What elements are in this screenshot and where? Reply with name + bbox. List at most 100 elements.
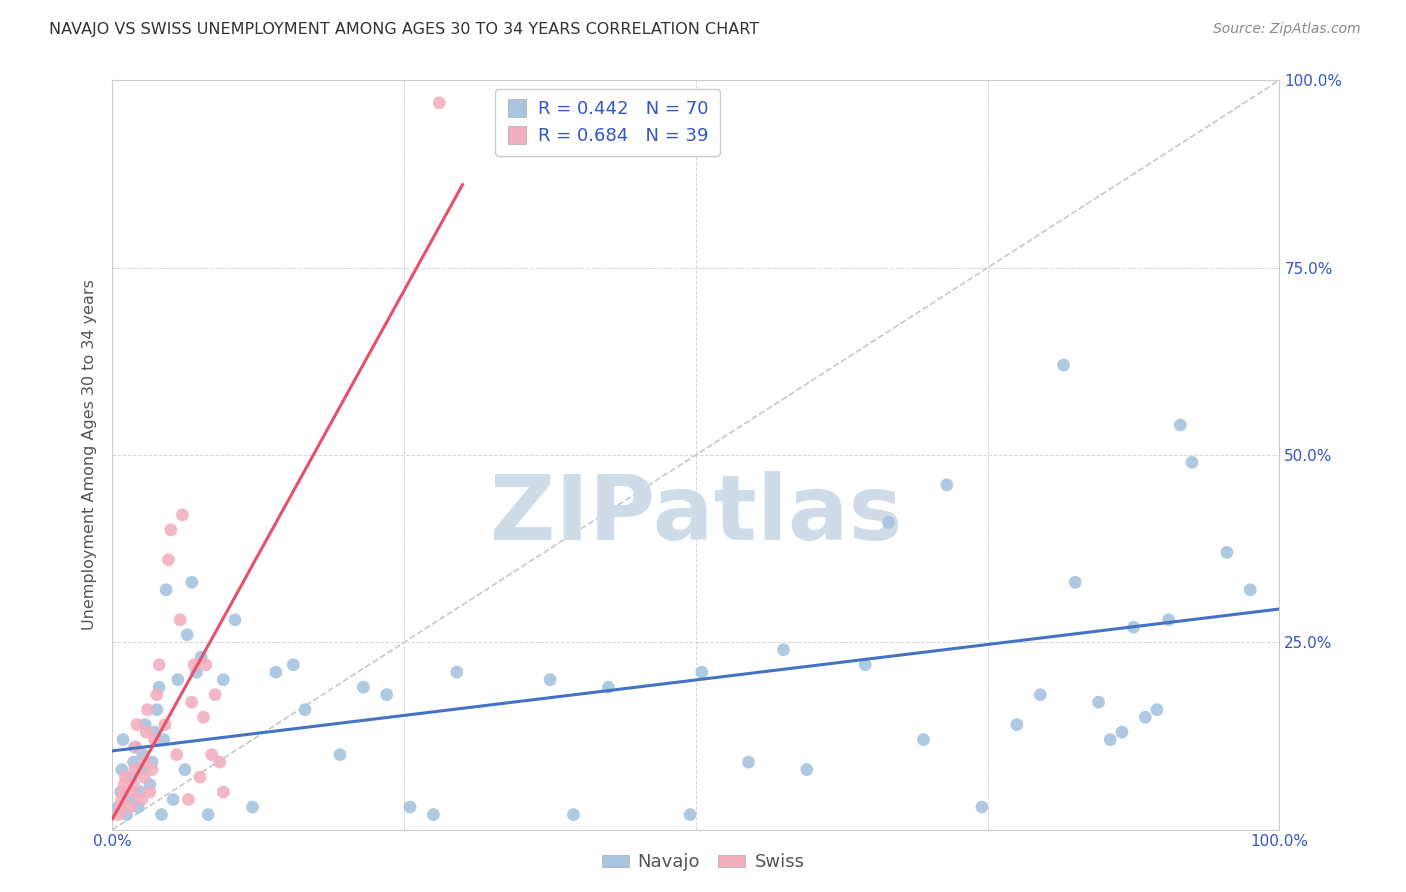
Point bbox=[153, 717, 176, 731]
Point bbox=[120, 770, 142, 784]
Point bbox=[201, 747, 224, 762]
Legend: R = 0.442   N = 70, R = 0.684   N = 39: R = 0.442 N = 70, R = 0.684 N = 39 bbox=[495, 89, 720, 156]
Point bbox=[1135, 710, 1157, 724]
Point bbox=[690, 665, 713, 680]
Point bbox=[124, 740, 146, 755]
Point bbox=[1157, 613, 1180, 627]
Point bbox=[1168, 417, 1191, 432]
Point bbox=[107, 807, 129, 822]
Point bbox=[135, 725, 157, 739]
Point bbox=[121, 785, 143, 799]
Point bbox=[115, 807, 138, 822]
Point bbox=[1099, 732, 1122, 747]
Point bbox=[197, 807, 219, 822]
Point bbox=[375, 688, 398, 702]
Point bbox=[186, 665, 208, 680]
Text: Source: ZipAtlas.com: Source: ZipAtlas.com bbox=[1213, 22, 1361, 37]
Point bbox=[427, 95, 450, 110]
Point bbox=[264, 665, 287, 680]
Point bbox=[935, 478, 957, 492]
Point bbox=[1122, 620, 1144, 634]
Point bbox=[183, 657, 205, 672]
Point bbox=[111, 763, 134, 777]
Point bbox=[132, 770, 155, 784]
Point bbox=[212, 785, 235, 799]
Point bbox=[112, 778, 135, 792]
Legend: Navajo, Swiss: Navajo, Swiss bbox=[595, 847, 811, 879]
Point bbox=[162, 792, 184, 806]
Point bbox=[772, 642, 794, 657]
Point bbox=[141, 763, 163, 777]
Point bbox=[208, 755, 231, 769]
Point bbox=[877, 516, 900, 530]
Point bbox=[141, 755, 163, 769]
Point bbox=[598, 680, 620, 694]
Point bbox=[125, 717, 148, 731]
Point bbox=[180, 575, 202, 590]
Point bbox=[111, 732, 134, 747]
Point bbox=[1087, 695, 1109, 709]
Point bbox=[134, 717, 156, 731]
Point bbox=[538, 673, 561, 687]
Point bbox=[134, 755, 156, 769]
Point bbox=[146, 703, 169, 717]
Point bbox=[131, 792, 153, 806]
Point bbox=[193, 710, 215, 724]
Point bbox=[242, 800, 264, 814]
Point bbox=[1064, 575, 1087, 590]
Point bbox=[169, 613, 191, 627]
Point bbox=[111, 792, 134, 806]
Y-axis label: Unemployment Among Ages 30 to 34 years: Unemployment Among Ages 30 to 34 years bbox=[82, 279, 97, 631]
Point bbox=[150, 807, 173, 822]
Point bbox=[129, 785, 152, 799]
Point bbox=[204, 688, 226, 702]
Point bbox=[148, 680, 170, 694]
Point bbox=[124, 763, 146, 777]
Point bbox=[796, 763, 818, 777]
Point bbox=[177, 792, 200, 806]
Point bbox=[118, 800, 141, 814]
Point bbox=[224, 613, 246, 627]
Point bbox=[122, 778, 145, 792]
Point bbox=[970, 800, 993, 814]
Point bbox=[172, 508, 194, 522]
Point bbox=[1111, 725, 1133, 739]
Point bbox=[562, 807, 585, 822]
Point bbox=[853, 657, 876, 672]
Point bbox=[136, 703, 159, 717]
Point bbox=[139, 778, 162, 792]
Point bbox=[190, 650, 212, 665]
Point bbox=[131, 763, 153, 777]
Point bbox=[110, 800, 132, 814]
Point bbox=[176, 628, 198, 642]
Text: ZIPatlas: ZIPatlas bbox=[489, 471, 903, 559]
Point bbox=[143, 725, 166, 739]
Point bbox=[188, 770, 211, 784]
Point bbox=[737, 755, 759, 769]
Point bbox=[148, 657, 170, 672]
Point bbox=[146, 688, 169, 702]
Point bbox=[329, 747, 352, 762]
Point bbox=[1216, 545, 1239, 559]
Point bbox=[107, 800, 129, 814]
Point bbox=[155, 582, 177, 597]
Point bbox=[1239, 582, 1261, 597]
Point bbox=[118, 792, 141, 806]
Point bbox=[912, 732, 935, 747]
Point bbox=[1052, 358, 1074, 372]
Point bbox=[352, 680, 374, 694]
Point bbox=[180, 695, 202, 709]
Point bbox=[294, 703, 316, 717]
Point bbox=[399, 800, 422, 814]
Point bbox=[157, 553, 180, 567]
Point bbox=[110, 785, 132, 799]
Point bbox=[111, 785, 134, 799]
Point bbox=[153, 732, 176, 747]
Point bbox=[1181, 455, 1204, 469]
Point bbox=[166, 673, 188, 687]
Point bbox=[212, 673, 235, 687]
Point bbox=[1029, 688, 1052, 702]
Point bbox=[1005, 717, 1028, 731]
Point bbox=[132, 747, 155, 762]
Point bbox=[166, 747, 188, 762]
